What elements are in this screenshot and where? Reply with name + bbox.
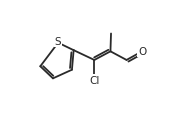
- Text: Cl: Cl: [89, 75, 100, 85]
- Text: O: O: [138, 46, 146, 56]
- Text: S: S: [55, 37, 62, 47]
